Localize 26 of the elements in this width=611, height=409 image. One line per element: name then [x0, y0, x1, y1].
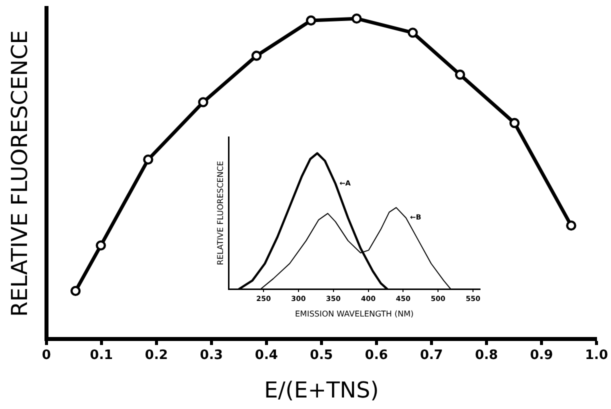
point [566, 220, 576, 231]
point [306, 15, 316, 26]
x-tick-label: 0.5 [310, 348, 333, 364]
point [251, 50, 262, 61]
point [70, 286, 81, 296]
x-tick-label: 0.4 [254, 348, 278, 364]
x-tick-label: 0.2 [144, 348, 168, 364]
y-axis-title: RELATIVE FLUORESCENCE [8, 30, 33, 317]
point [509, 118, 520, 128]
x-tick-label: 0.6 [364, 348, 388, 364]
x-tick-label: 0.1 [90, 348, 113, 364]
x-axis-title: EMISSION WAVELENGTH (NM) [294, 309, 414, 318]
point [408, 28, 418, 38]
x-axis-title: E/(E+TNS) [264, 378, 379, 404]
x-tick-label: 0.3 [200, 348, 223, 364]
point [143, 154, 154, 165]
x-tick-label: 0.7 [420, 348, 443, 364]
point [454, 70, 466, 80]
point [96, 240, 106, 251]
x-tick-label: 0.8 [474, 348, 498, 364]
point [352, 13, 362, 24]
x-tick-label: 1.0 [584, 348, 608, 364]
x-tick-label: 0.9 [530, 348, 553, 364]
x-tick-label: 0 [42, 348, 51, 364]
y-axis-title: RELATIVE FLUORESCENCE [216, 160, 225, 266]
point [198, 97, 208, 108]
